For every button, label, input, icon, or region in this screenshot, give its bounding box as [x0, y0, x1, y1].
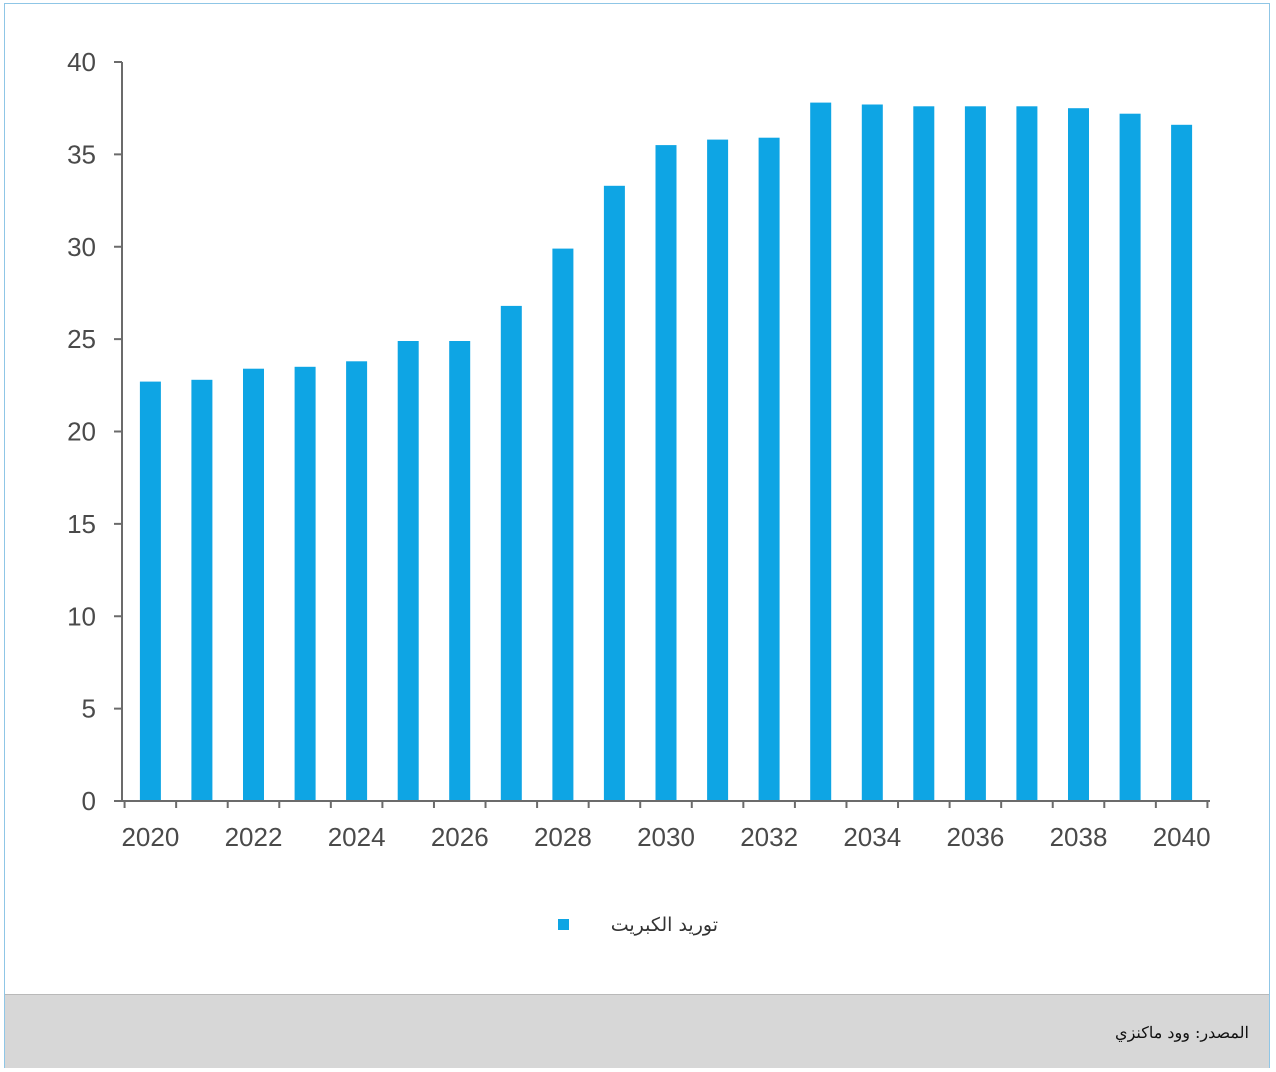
bar-2024	[346, 361, 368, 801]
bar-chart: 0 5 10 15 20 25 30 35 40 2020 2022 2024 2026 2028 203…	[67, 47, 1211, 936]
bar-2022	[243, 368, 264, 801]
bar-2028	[552, 248, 574, 802]
bar-2036	[964, 106, 986, 802]
x-ticks-group: 2020 2022 2024 2026 2028 2030 2032 2034 2036 2038…	[121, 801, 1211, 852]
y-tick-label: 0	[82, 786, 96, 816]
y-tick-label: 25	[67, 324, 96, 354]
bar-2034	[861, 104, 883, 801]
x-tick-label: 2040	[1153, 822, 1211, 852]
legend-label: توريد الكبريت	[611, 914, 718, 936]
bar-2040	[1171, 124, 1193, 802]
y-ticks-group: 0 5 10 15 20 25 30 35 40	[67, 47, 122, 816]
y-tick-label: 10	[67, 601, 96, 631]
bars-group	[139, 102, 1193, 802]
x-tick-label: 2020	[121, 822, 179, 852]
bar-2023	[294, 366, 316, 801]
bar-2025	[397, 341, 419, 801]
x-tick-label: 2022	[225, 822, 283, 852]
y-tick-label: 30	[67, 232, 96, 262]
x-tick-label: 2026	[431, 822, 489, 852]
source-bar: المصدر: وود ماكنزي	[5, 994, 1269, 1068]
x-tick-label: 2034	[843, 822, 901, 852]
bar-2026	[449, 341, 471, 801]
x-tick-label: 2030	[637, 822, 695, 852]
bar-2035	[913, 106, 935, 802]
bar-2031	[707, 139, 729, 802]
bar-2020	[139, 381, 161, 801]
legend: توريد الكبريت	[558, 914, 718, 936]
x-tick-label: 2028	[534, 822, 592, 852]
x-tick-label: 2024	[328, 822, 386, 852]
source-text: المصدر: وود ماكنزي	[1115, 1023, 1249, 1042]
bar-2029	[603, 185, 625, 802]
bar-2039	[1119, 113, 1141, 801]
chart-frame	[4, 3, 1270, 1068]
bar-2033	[810, 102, 832, 802]
x-tick-label: 2036	[946, 822, 1004, 852]
bar-2032	[758, 137, 780, 801]
y-tick-label: 35	[67, 139, 96, 169]
legend-swatch	[558, 919, 569, 930]
y-tick-label: 40	[67, 47, 96, 77]
y-tick-label: 5	[82, 694, 96, 724]
bar-2038	[1068, 108, 1089, 801]
bar-2037	[1016, 106, 1038, 802]
bar-2030	[655, 145, 677, 802]
x-tick-label: 2038	[1050, 822, 1108, 852]
x-tick-label: 2032	[740, 822, 798, 852]
y-tick-label: 15	[67, 509, 96, 539]
bar-2027	[500, 305, 522, 801]
y-tick-label: 20	[67, 417, 96, 447]
bar-2021	[191, 379, 213, 801]
